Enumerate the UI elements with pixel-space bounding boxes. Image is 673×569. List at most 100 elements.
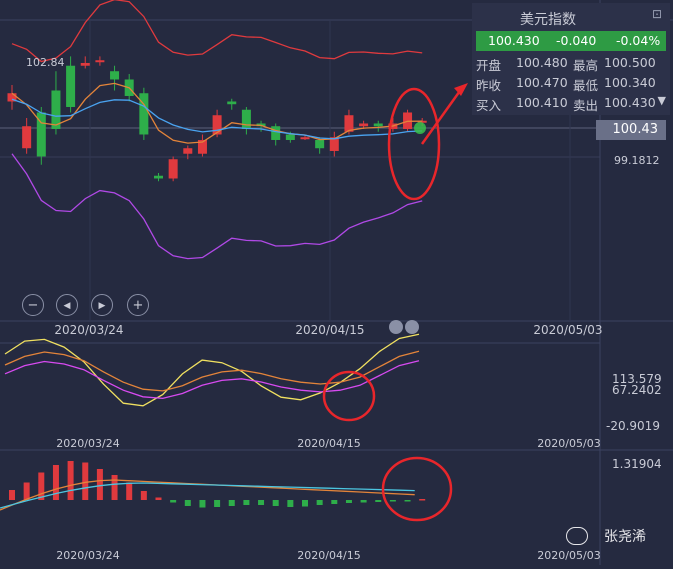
quote-title: 美元指数: [520, 12, 576, 28]
candle-down: [285, 134, 295, 140]
ma-line: [11, 98, 423, 140]
candle-up: [168, 159, 178, 179]
candle-down: [271, 126, 281, 140]
macd-bar-down: [375, 500, 382, 502]
x-tick-label: 2020/03/24: [56, 549, 119, 562]
macd-bar-down: [184, 500, 191, 506]
macd-bar-down: [345, 500, 352, 503]
watermark-label: 张尧浠: [604, 529, 646, 545]
k-line: [4, 333, 420, 407]
macd-bar-up: [38, 472, 45, 500]
candle-up: [300, 137, 310, 140]
macd-bar-up: [419, 499, 426, 501]
candle-up: [329, 137, 339, 151]
macd-bar-up: [67, 461, 74, 500]
scroll-dot[interactable]: [389, 320, 403, 334]
bollinger-upper-line: [11, 0, 423, 63]
macd-bar-down: [389, 500, 396, 502]
quote-change: -0.040: [556, 33, 597, 48]
macd-bar-down: [243, 500, 250, 505]
candle-down: [154, 175, 163, 179]
macd-bar-down: [331, 500, 338, 504]
y-tick-label: 67.2402: [612, 383, 662, 397]
last-price-tag: 100.43: [596, 120, 666, 140]
candle-down: [373, 123, 383, 127]
quote-value: 100.470: [516, 75, 568, 90]
bollinger-lower-line: [11, 153, 423, 260]
quote-label: 昨收: [476, 78, 502, 93]
macd-bar-down: [214, 500, 221, 507]
candle-up: [22, 126, 32, 149]
macd-bar-up: [155, 497, 162, 500]
x-tick-label: 2020/04/15: [295, 323, 364, 337]
quote-label: 买入: [476, 98, 502, 113]
quote-label: 最高: [573, 58, 599, 73]
macd-bar-down: [258, 500, 265, 505]
quote-value: 100.480: [516, 55, 568, 70]
x-tick-label: 2020/05/03: [533, 323, 602, 337]
y-tick-label: 1.31904: [612, 457, 662, 471]
macd-bar-up: [23, 482, 30, 500]
quote-change-pct: -0.04%: [616, 33, 661, 48]
candle-up: [7, 93, 17, 102]
bollinger-mid-line: [11, 82, 423, 144]
d-line: [4, 350, 420, 392]
macd-bar-up: [126, 482, 133, 500]
macd-bar-up: [82, 462, 89, 500]
candle-up: [80, 62, 90, 66]
scroll-dot[interactable]: [405, 320, 419, 334]
last-price-label: 100.43: [612, 122, 659, 137]
candle-up: [95, 60, 105, 63]
quote-label: 卖出: [573, 98, 599, 113]
candle-down: [241, 109, 251, 129]
macd-bar-down: [360, 500, 367, 503]
panel-corner-icon[interactable]: ⊡: [651, 7, 662, 21]
y-tick-label: 99.1812: [614, 154, 660, 167]
candle-down: [51, 90, 61, 129]
candle-down: [66, 65, 76, 107]
x-tick-label: 2020/03/24: [54, 323, 123, 337]
candle-down: [227, 101, 237, 105]
macd-bar-down: [287, 500, 294, 507]
quote-label: 开盘: [476, 58, 502, 73]
candle-down: [315, 139, 325, 149]
macd-bar-down: [302, 500, 308, 507]
zoom-out-button[interactable]: −: [22, 294, 44, 316]
next-button[interactable]: ▶: [91, 294, 113, 316]
quote-last: 100.430: [488, 33, 540, 48]
macd-bar-up: [140, 491, 147, 500]
quote-value: 100.340: [604, 75, 656, 90]
macd-bar-up: [96, 469, 103, 500]
dif-line: [0, 482, 415, 509]
macd-bar-down: [272, 500, 279, 506]
prev-button[interactable]: ◀: [56, 294, 78, 316]
quote-panel: 美元指数 ⊡ 100.430 -0.040 -0.04% 开盘 100.480 …: [472, 3, 670, 115]
chevron-down-icon[interactable]: ▼: [657, 94, 666, 107]
y-tick-label: 113.579: [612, 372, 662, 386]
candle-up: [344, 115, 354, 132]
x-tick-label: 2020/05/03: [537, 549, 600, 562]
candle-down: [36, 112, 46, 157]
high-marker-label: 102.84: [26, 56, 65, 69]
annotation-circle: [322, 370, 376, 422]
macd-bar-up: [52, 465, 59, 500]
zoom-in-button[interactable]: +: [127, 294, 149, 316]
candle-up: [212, 115, 222, 135]
candle-down: [139, 93, 149, 135]
macd-bar-down: [199, 500, 206, 508]
annotation-arrow: [420, 87, 464, 145]
wechat-icon: [566, 527, 588, 545]
last-price-dot: [414, 122, 426, 134]
candle-up: [197, 139, 207, 154]
y-tick-label: -20.9019: [606, 419, 660, 433]
quote-label: 最低: [573, 78, 599, 93]
candle-up: [359, 123, 369, 127]
candle-down: [110, 71, 120, 80]
quote-value: 100.430: [604, 95, 656, 110]
macd-bar-down: [228, 500, 235, 506]
macd-bar-down: [316, 500, 323, 505]
j-line: [4, 360, 420, 400]
quote-last-bar: 100.430 -0.040 -0.04%: [476, 31, 666, 51]
